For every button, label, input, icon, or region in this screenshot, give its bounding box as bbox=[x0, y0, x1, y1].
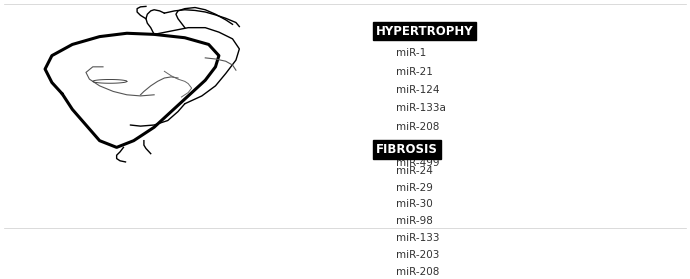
Text: miR-208: miR-208 bbox=[396, 122, 440, 132]
Text: miR-208: miR-208 bbox=[396, 266, 440, 276]
Text: miR-24: miR-24 bbox=[396, 166, 433, 176]
Text: miR-223: miR-223 bbox=[396, 140, 440, 150]
Text: miR-133: miR-133 bbox=[396, 233, 440, 243]
Text: miR-98: miR-98 bbox=[396, 216, 433, 226]
Text: miR-21: miR-21 bbox=[396, 67, 433, 77]
Text: miR-30: miR-30 bbox=[396, 199, 433, 210]
Text: HYPERTROPHY: HYPERTROPHY bbox=[375, 25, 473, 37]
Text: miR-203: miR-203 bbox=[396, 250, 440, 260]
Text: miR-499: miR-499 bbox=[396, 158, 440, 169]
Text: miR-133a: miR-133a bbox=[396, 104, 446, 114]
Text: miR-124: miR-124 bbox=[396, 85, 440, 95]
Text: miR-29: miR-29 bbox=[396, 183, 433, 193]
Text: FIBROSIS: FIBROSIS bbox=[375, 143, 437, 156]
Text: miR-1: miR-1 bbox=[396, 48, 426, 58]
